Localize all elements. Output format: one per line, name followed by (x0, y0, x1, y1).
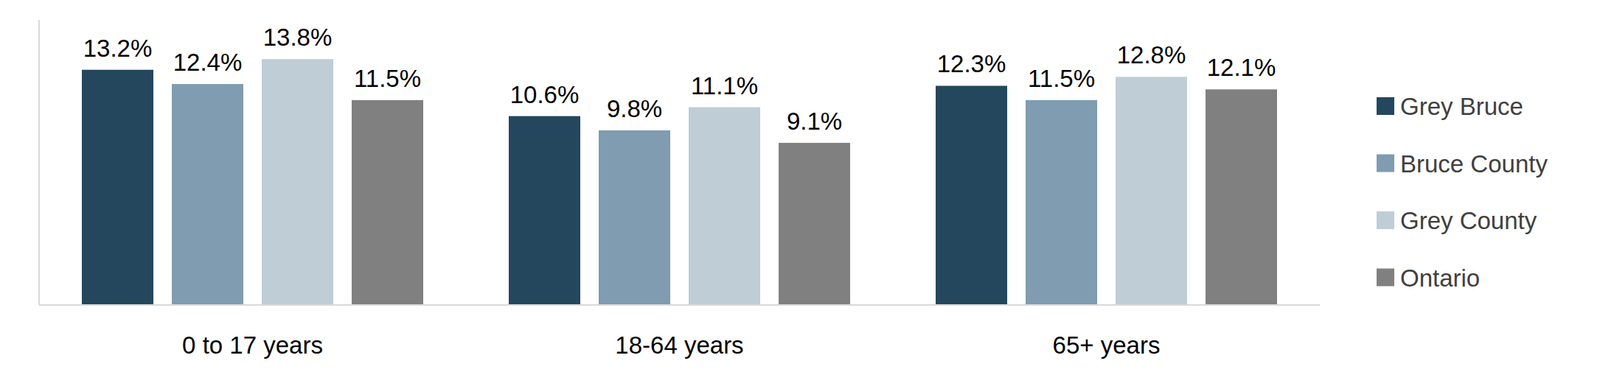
legend-swatch (1376, 97, 1395, 116)
x-tick-label: 0 to 17 years (182, 331, 323, 360)
labels: 13.2% 12.4% 13.8% 11.5% 0 to 17 years 10.6% 9.… (83, 23, 1277, 360)
legend-swatch (1376, 211, 1395, 230)
data-label: 11.5% (1027, 64, 1095, 93)
bar (351, 100, 424, 306)
legend: Grey Bruce Bruce County Grey County Ontario (1376, 92, 1548, 292)
legend-label: Grey County (1400, 207, 1538, 235)
y-axis-line (38, 19, 40, 306)
plot-area (81, 58, 1278, 306)
bar (261, 58, 334, 306)
data-label: 13.8% (263, 23, 333, 51)
data-label: 9.1% (786, 107, 843, 135)
bar (81, 70, 154, 306)
chart: 13.2% 12.4% 13.8% 11.5% 0 to 17 years 10.6% 9.… (0, 0, 1600, 386)
legend-swatch (1376, 269, 1395, 287)
data-label: 12.3% (937, 50, 1007, 78)
bar (778, 143, 851, 306)
data-label: 10.6% (510, 81, 580, 109)
legend-swatch (1376, 154, 1395, 173)
bar (688, 107, 761, 306)
bar (1115, 76, 1188, 306)
bar (598, 130, 671, 306)
x-tick-label: 18-64 years (614, 331, 744, 360)
x-tick-label: 65+ years (1052, 331, 1161, 360)
data-label: 13.2% (83, 34, 153, 62)
data-label: 9.8% (606, 95, 663, 123)
bar (508, 116, 581, 306)
data-label: 12.8% (1117, 41, 1187, 69)
bar (1205, 89, 1278, 306)
legend-label: Ontario (1400, 264, 1480, 292)
bar (1025, 100, 1098, 306)
data-label: 12.4% (173, 48, 243, 76)
bar (935, 85, 1008, 306)
data-label: 12.1% (1207, 53, 1277, 82)
data-label: 11.1% (690, 72, 758, 100)
x-axis-line (39, 304, 1320, 306)
data-label: 11.5% (353, 64, 422, 93)
legend-label: Grey Bruce (1400, 92, 1524, 121)
bar (171, 84, 244, 306)
legend-label: Bruce County (1400, 150, 1548, 178)
